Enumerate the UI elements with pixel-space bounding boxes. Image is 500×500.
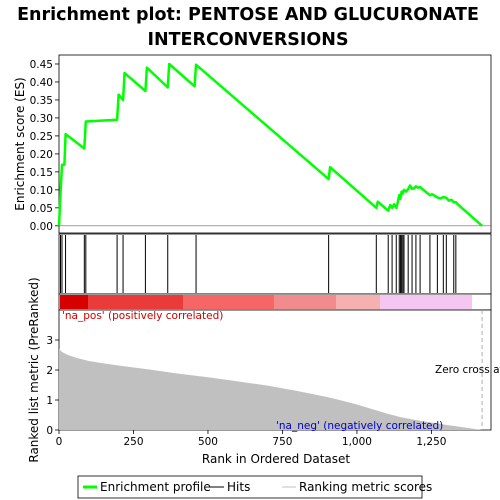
rank-y-tick-label: 2 — [46, 365, 53, 377]
es-series-line — [57, 62, 483, 227]
rank-y-tick-label: 1 — [46, 395, 53, 407]
es-y-axis-label: Enrichment score (ES) — [13, 77, 27, 210]
x-tick-label: 500 — [198, 436, 218, 448]
color-bar-seg-2 — [88, 295, 183, 309]
hits-panel — [58, 233, 492, 295]
legend: Enrichment profile Hits Ranking metric s… — [77, 475, 432, 499]
rank-y-tick-label: 3 — [46, 335, 53, 347]
chart-title-line2: INTERCONVERSIONS — [147, 30, 348, 50]
color-bar-seg-5 — [336, 295, 380, 309]
na-pos-label: 'na_pos' (positively correlated) — [62, 310, 223, 322]
legend-frame — [77, 475, 423, 499]
x-tick-label: 750 — [272, 436, 292, 448]
es-y-tick-label: 0.25 — [30, 131, 53, 143]
es-y-tick-label: 0.35 — [30, 95, 53, 107]
x-tick-label: 250 — [123, 436, 143, 448]
hit-lines-group — [59, 235, 457, 293]
es-y-tick-label: 0.05 — [30, 203, 53, 215]
color-bar-seg-6 — [380, 295, 472, 309]
x-tick-label: 1,000 — [342, 436, 372, 448]
x-axis-label: Rank in Ordered Dataset — [202, 452, 350, 466]
zero-cross-label: Zero cross at 1 — [435, 364, 500, 376]
rank-metric-panel: 0 1 2 3 'na_pos' (positively correlated) 'n… — [27, 277, 500, 462]
es-y-tick-label: 0.15 — [30, 167, 53, 179]
x-tick-label: 0 — [56, 436, 63, 448]
es-panel-frame — [58, 54, 492, 234]
rank-y-ticks: 0 1 2 3 — [46, 335, 59, 437]
es-series-group — [57, 62, 483, 227]
es-panel: 0.00 0.05 0.10 0.15 0.20 0.25 0.30 0.35 0.40 0.45… — [13, 54, 492, 234]
es-y-ticks: 0.00 0.05 0.10 0.15 0.20 0.25 0.30 0.35 0.40 0.45 — [30, 59, 59, 233]
es-y-tick-label: 0.40 — [30, 77, 53, 89]
x-axis-ticks: 0 250 500 750 1,000 1,250 — [56, 430, 446, 448]
x-tick-label: 1,250 — [416, 436, 446, 448]
es-y-tick-label: 0.45 — [30, 59, 53, 71]
hits-panel-frame — [58, 233, 492, 295]
legend-enrichment-label: Enrichment profile — [100, 480, 211, 494]
es-y-tick-label: 0.30 — [30, 113, 53, 125]
legend-ranking-label: Ranking metric scores — [299, 480, 432, 494]
es-y-tick-label: 0.10 — [30, 185, 53, 197]
color-bar-seg-4 — [274, 295, 336, 309]
chart-title-line1: Enrichment plot: PENTOSE AND GLUCURONATE — [17, 5, 479, 25]
rank-y-axis-label: Ranked list metric (PreRanked) — [27, 277, 41, 462]
correlation-color-bar — [58, 293, 492, 311]
rank-y-tick-label: 0 — [46, 425, 53, 437]
color-bar-seg-1 — [60, 295, 88, 309]
na-neg-label: 'na_neg' (negatively correlated) — [276, 420, 443, 432]
es-y-tick-label: 0.20 — [30, 149, 53, 161]
rank-metric-area — [59, 349, 483, 430]
color-bar-seg-3 — [183, 295, 274, 309]
es-y-tick-label: 0.00 — [30, 221, 53, 233]
legend-hits-label: Hits — [227, 480, 250, 494]
